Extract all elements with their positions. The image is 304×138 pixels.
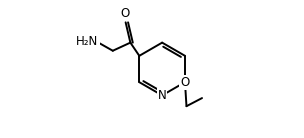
Text: H₂N: H₂N xyxy=(76,35,98,48)
Text: O: O xyxy=(120,7,130,20)
Text: N: N xyxy=(158,89,167,102)
Text: O: O xyxy=(180,76,190,89)
